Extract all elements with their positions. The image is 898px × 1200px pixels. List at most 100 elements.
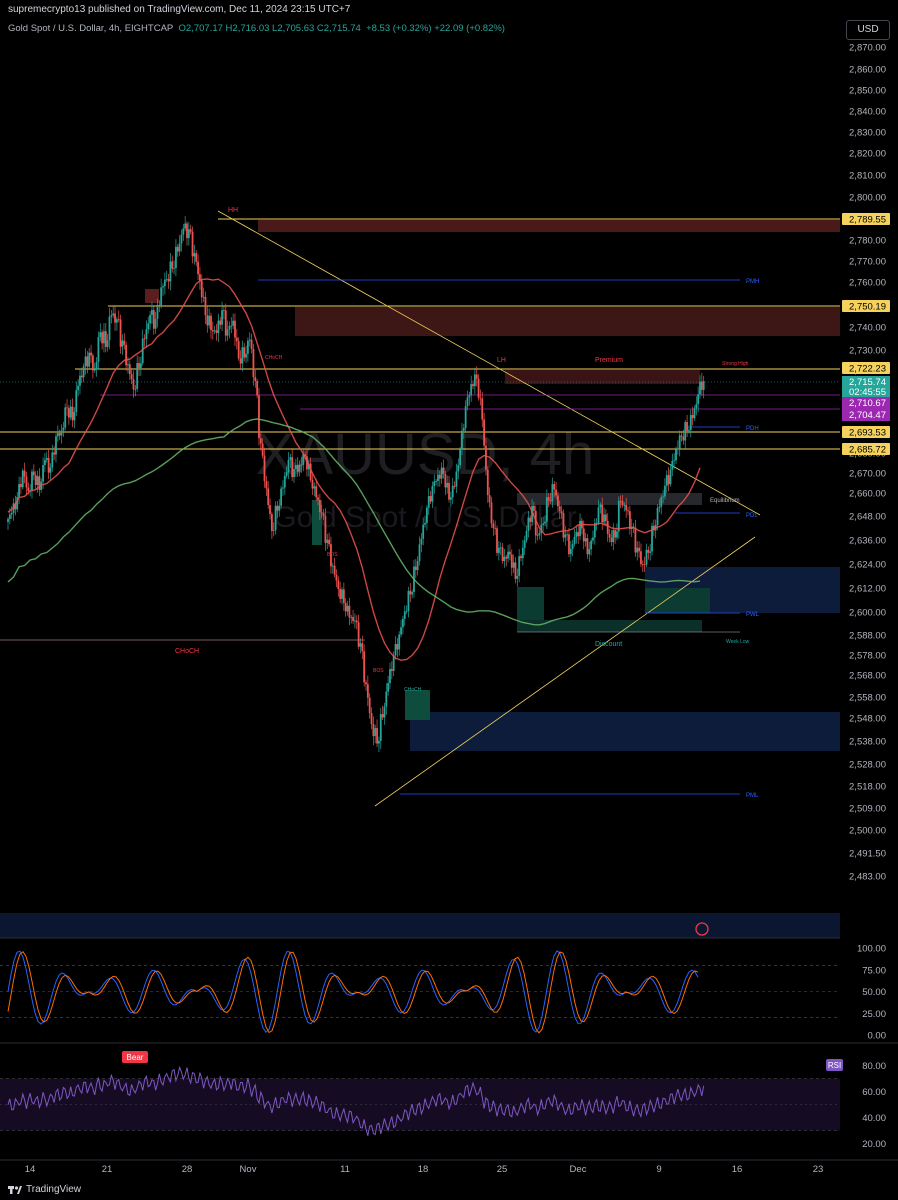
candle-body	[162, 286, 164, 288]
candle-body	[309, 463, 312, 480]
candle-body	[684, 422, 687, 441]
symbol-legend: Gold Spot / U.S. Dollar, 4h, EIGHTCAP O2…	[8, 23, 505, 34]
candle-body	[342, 589, 345, 603]
candle-body	[660, 497, 663, 507]
candle-body	[433, 481, 436, 487]
candle-body	[60, 430, 63, 436]
level-tag-label: 2,685.72	[849, 445, 886, 456]
candle-body	[586, 538, 589, 555]
candle-body	[221, 310, 223, 325]
candle-body	[128, 364, 131, 375]
level-tag-bg	[842, 362, 890, 374]
candle-body	[584, 538, 587, 542]
pdl-label: PDL	[746, 513, 758, 519]
candle-body	[645, 549, 648, 565]
candle-body	[606, 521, 609, 534]
candle-body	[311, 479, 314, 489]
y-tick-label: 2,760.00	[849, 278, 886, 289]
candle-body	[280, 488, 283, 506]
candle-body	[31, 471, 33, 491]
candle-body	[322, 513, 325, 516]
candle-body	[619, 500, 622, 502]
candle-body	[424, 522, 426, 525]
candle-body	[330, 544, 332, 567]
candle-body	[62, 427, 65, 431]
candle-body	[71, 406, 74, 421]
candle-body	[669, 469, 672, 485]
currency-button[interactable]: USD	[846, 20, 890, 40]
candle-body	[466, 397, 469, 407]
candle-body	[614, 530, 617, 538]
candle-body	[560, 511, 563, 514]
candle-body	[110, 315, 113, 317]
stoch-k-line	[7, 950, 699, 1033]
candle-body	[79, 375, 81, 386]
candle-body	[99, 332, 102, 338]
candle-body	[667, 475, 670, 485]
candle-body	[647, 549, 650, 553]
alert-icon[interactable]	[695, 922, 709, 936]
candle-body	[479, 397, 482, 399]
stoch-tick-label: 75.00	[862, 965, 886, 976]
candle-body	[239, 358, 242, 364]
candle-body	[80, 375, 83, 378]
candle-body	[49, 467, 52, 473]
candle-body	[529, 517, 532, 522]
rsi-tick-label: 60.00	[862, 1087, 886, 1098]
candle-body	[91, 355, 94, 371]
candle-body	[82, 366, 85, 378]
time-axis: 14 21 28 Nov 11 18 25 Dec 9 16 23	[25, 1164, 824, 1175]
candle-body	[521, 547, 524, 559]
candle-body	[252, 348, 255, 378]
x-tick-label: 18	[418, 1164, 429, 1175]
y-tick-label: 2,600.00	[849, 608, 886, 619]
candle-body	[243, 347, 246, 358]
candle-body	[75, 390, 78, 412]
discount-block-2	[517, 620, 702, 632]
ema-green	[7, 418, 701, 626]
candle-body	[352, 617, 354, 622]
candle-body	[67, 408, 70, 418]
candle-body	[665, 475, 668, 486]
candle-body	[636, 547, 639, 553]
candle-body	[545, 497, 548, 522]
strong-high-label: Strong High	[722, 361, 749, 367]
candle-body	[151, 310, 153, 315]
candle-body	[211, 330, 214, 332]
candle-body	[676, 448, 679, 450]
y-tick-label: 2,770.00	[849, 257, 886, 268]
candle-body	[276, 505, 279, 511]
candle-body	[697, 394, 700, 405]
premium-label: Premium	[595, 357, 623, 364]
candle-body	[490, 502, 493, 524]
candle-body	[420, 538, 423, 545]
candle-body	[499, 547, 502, 549]
candle-body	[470, 384, 473, 396]
candle-body	[414, 566, 417, 571]
candle-body	[453, 485, 456, 487]
candle-body	[549, 500, 552, 502]
candle-body	[678, 435, 681, 449]
last-price-label: 2,715.74	[849, 377, 886, 388]
candle-body	[298, 464, 301, 472]
candle-body	[141, 338, 144, 364]
candle-body	[108, 316, 111, 341]
y-tick-label: 2,860.00	[849, 65, 886, 76]
candle-body	[95, 361, 98, 370]
candle-body	[337, 580, 340, 590]
pmh-label: PMH	[746, 279, 759, 285]
candle-body	[431, 486, 434, 502]
candle-body	[472, 384, 474, 387]
candle-body	[616, 531, 618, 538]
y-tick-label: 2,578.00	[849, 651, 886, 662]
candle-body	[291, 457, 294, 478]
candle-body	[442, 467, 445, 474]
candle-body	[32, 471, 35, 476]
y-tick-label: 2,636.00	[849, 536, 886, 547]
candle-body	[250, 339, 253, 349]
candle-body	[409, 590, 412, 595]
rsi-name-bg	[826, 1059, 843, 1071]
y-tick-label: 2,870.00	[849, 43, 886, 54]
candle-body	[510, 554, 513, 568]
